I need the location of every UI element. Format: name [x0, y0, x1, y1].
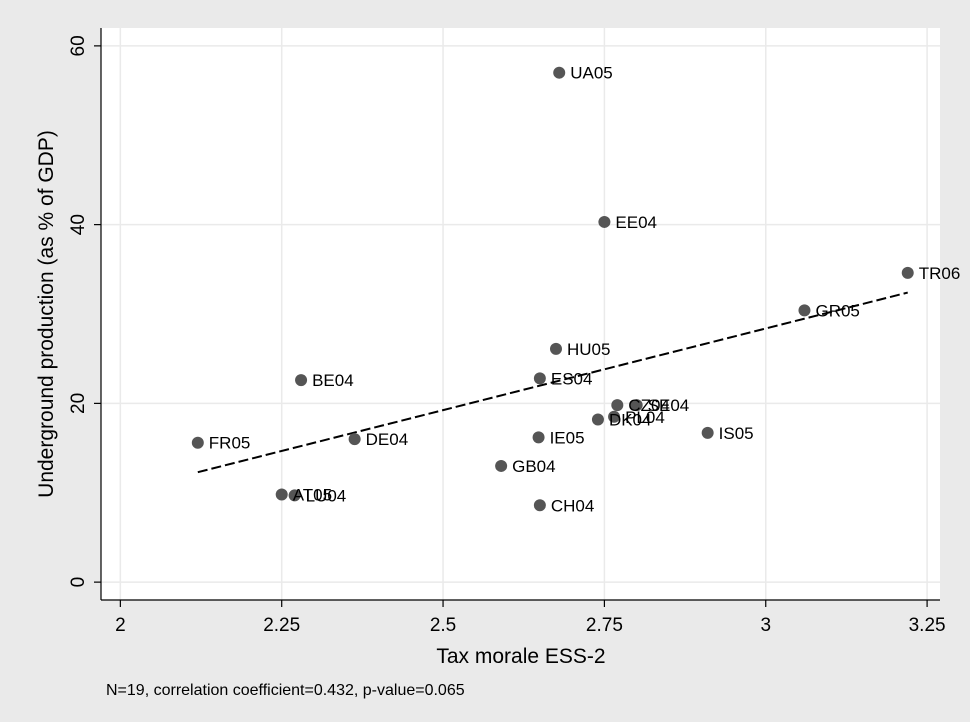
- point-de04: [348, 433, 361, 446]
- point-labels-layer: UA05 EE04 TR06 GR05 HU05 BE04 ES04 CZ04SE04DK04…: [209, 64, 961, 516]
- point-dk04: [591, 413, 604, 426]
- x-tick-label-2: 2.5: [430, 615, 456, 636]
- point-label-fr05: FR05: [209, 434, 251, 453]
- point-label-ch04: CH04: [551, 496, 594, 515]
- point-es04: [533, 372, 546, 385]
- y-tick-label-0: 0: [68, 577, 89, 588]
- point-label-at05: AT05: [293, 486, 332, 505]
- point-label-ie05: IE05: [550, 428, 585, 447]
- point-ch04: [533, 499, 546, 512]
- point-label-lu04: LU04: [306, 486, 347, 505]
- point-label-se04: SE04: [648, 396, 690, 415]
- y-ticks: 0 20 40 60: [68, 35, 101, 587]
- point-label-de04: DE04: [366, 430, 409, 449]
- point-label-ua05: UA05: [570, 64, 613, 83]
- point-is05: [701, 426, 714, 439]
- y-axis-title: Underground production (as % of GDP): [35, 130, 58, 498]
- point-pl04: [608, 410, 621, 423]
- point-at05: [275, 488, 288, 501]
- point-label-ee04: EE04: [615, 213, 657, 232]
- point-ua05: [553, 66, 566, 79]
- point-label-be04: BE04: [312, 371, 354, 390]
- point-label-gb04: GB04: [512, 457, 555, 476]
- fit-line-layer: [197, 291, 908, 474]
- plot-area: [101, 28, 940, 600]
- point-ie05: [532, 431, 545, 444]
- x-tick-label-5: 3.25: [909, 615, 946, 636]
- y-tick-label-3: 60: [68, 35, 89, 56]
- point-label-dk04: DK04: [609, 410, 652, 429]
- point-se04: [630, 399, 643, 412]
- y-tick-label-2: 40: [68, 214, 89, 235]
- point-gr05: [798, 304, 811, 317]
- point-be04: [295, 374, 308, 387]
- x-axis-title: Tax morale ESS-2: [436, 645, 605, 668]
- point-ee04: [598, 215, 611, 228]
- x-ticks: 2 2.25 2.5 2.75 3 3.25: [115, 600, 946, 636]
- point-fr05: [191, 436, 204, 449]
- x-tick-label-4: 3: [760, 615, 771, 636]
- gridlines: [101, 28, 940, 600]
- chart-note: N=19, correlation coefficient=0.432, p-v…: [106, 682, 465, 699]
- point-label-is05: IS05: [719, 424, 754, 443]
- fit-line: [197, 291, 908, 474]
- point-label-es04: ES04: [551, 369, 593, 388]
- point-cz04: [611, 399, 624, 412]
- point-gb04: [495, 459, 508, 472]
- point-lu04: [288, 489, 301, 502]
- axes: [100, 28, 940, 601]
- point-label-gr05: GR05: [815, 301, 859, 320]
- points-layer: [191, 66, 914, 512]
- x-tick-label-0: 2: [115, 615, 126, 636]
- x-tick-label-3: 2.75: [586, 615, 623, 636]
- y-tick-label-1: 20: [68, 393, 89, 414]
- point-label-cz04: CZ04: [628, 396, 670, 415]
- point-tr06: [901, 266, 914, 279]
- point-label-tr06: TR06: [919, 264, 961, 283]
- point-label-hu05: HU05: [567, 340, 610, 359]
- x-tick-label-1: 2.25: [263, 615, 300, 636]
- point-label-pl04: PL04: [625, 408, 665, 427]
- point-hu05: [549, 342, 562, 355]
